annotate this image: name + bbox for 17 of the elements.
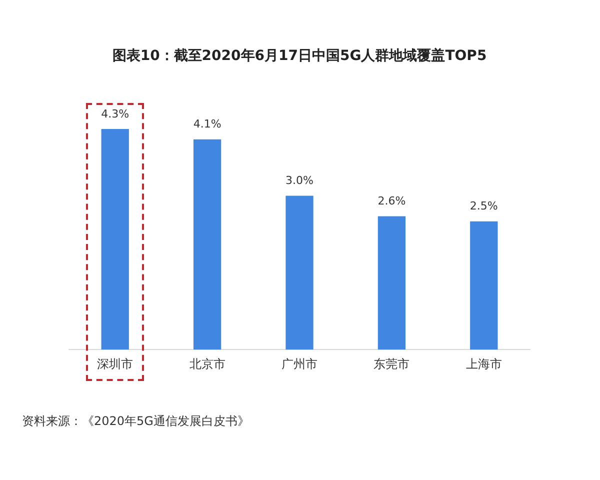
text: 资料来源：《2020年5G通信发展白皮书》: [22, 413, 250, 430]
data-label: 4.1%: [193, 118, 222, 131]
x-tick-label: 上海市: [466, 356, 502, 371]
x-tick-label: 东莞市: [374, 356, 410, 371]
bar: [193, 139, 222, 350]
chart-title: 图表10：截至2020年6月17日中国5G人群地域覆盖TOP5: [112, 47, 487, 64]
data-label: 3.0%: [286, 174, 314, 188]
bar: [378, 216, 406, 350]
x-tick-label: 深圳市: [97, 356, 134, 371]
bar: [470, 221, 498, 350]
x-tick-label: 北京市: [189, 356, 226, 371]
x-tick-label: 广州市: [282, 356, 318, 371]
data-label: 2.5%: [470, 200, 498, 213]
bar: [101, 129, 129, 350]
data-label: 4.3%: [101, 107, 130, 120]
bar: [286, 196, 314, 350]
data-label: 2.6%: [378, 194, 406, 208]
